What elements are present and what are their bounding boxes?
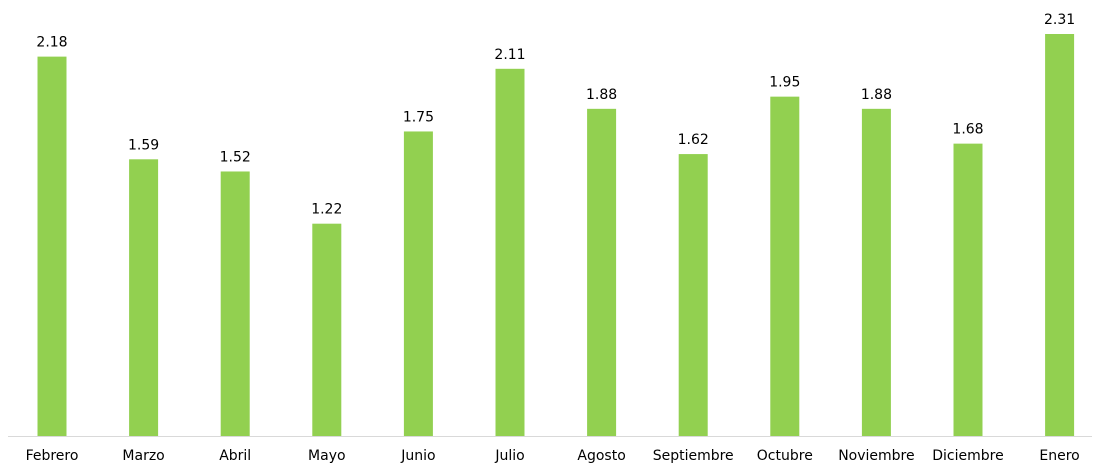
- x-tick-label: Julio: [494, 448, 524, 463]
- data-label: 1.68: [952, 122, 983, 138]
- x-tick-label: Septiembre: [653, 448, 734, 463]
- x-tick-label: Mayo: [308, 448, 346, 463]
- data-label: 2.18: [36, 35, 67, 51]
- x-tick-label: Enero: [1039, 448, 1079, 463]
- x-tick-label: Marzo: [122, 448, 164, 463]
- x-tick-label: Diciembre: [932, 448, 1003, 463]
- x-tick-label: Abril: [219, 448, 251, 463]
- data-label: 1.75: [403, 109, 434, 125]
- data-label: 1.62: [678, 132, 709, 148]
- data-label: 1.95: [769, 75, 800, 91]
- data-label: 1.88: [586, 87, 617, 103]
- bar: [861, 108, 891, 436]
- data-label: 1.52: [220, 149, 251, 165]
- bar: [1045, 34, 1075, 436]
- data-label: 2.11: [494, 47, 525, 63]
- x-tick-label: Noviembre: [838, 448, 914, 463]
- bar: [37, 56, 67, 436]
- x-tick-label: Febrero: [26, 448, 79, 463]
- data-label: 1.59: [128, 137, 159, 153]
- bar: [495, 68, 525, 437]
- bar: [220, 171, 250, 436]
- bar: [770, 96, 800, 436]
- bar: [678, 154, 708, 436]
- data-label: 2.31: [1044, 12, 1075, 28]
- bar: [953, 143, 983, 437]
- bar: [403, 131, 433, 437]
- data-label: 1.22: [311, 202, 342, 218]
- bar: [587, 108, 617, 436]
- x-tick-label: Octubre: [757, 448, 813, 463]
- bar: [312, 223, 342, 436]
- data-label: 1.88: [861, 87, 892, 103]
- x-tick-label: Agosto: [577, 448, 625, 463]
- bar: [129, 159, 159, 436]
- x-tick-label: Junio: [400, 448, 435, 463]
